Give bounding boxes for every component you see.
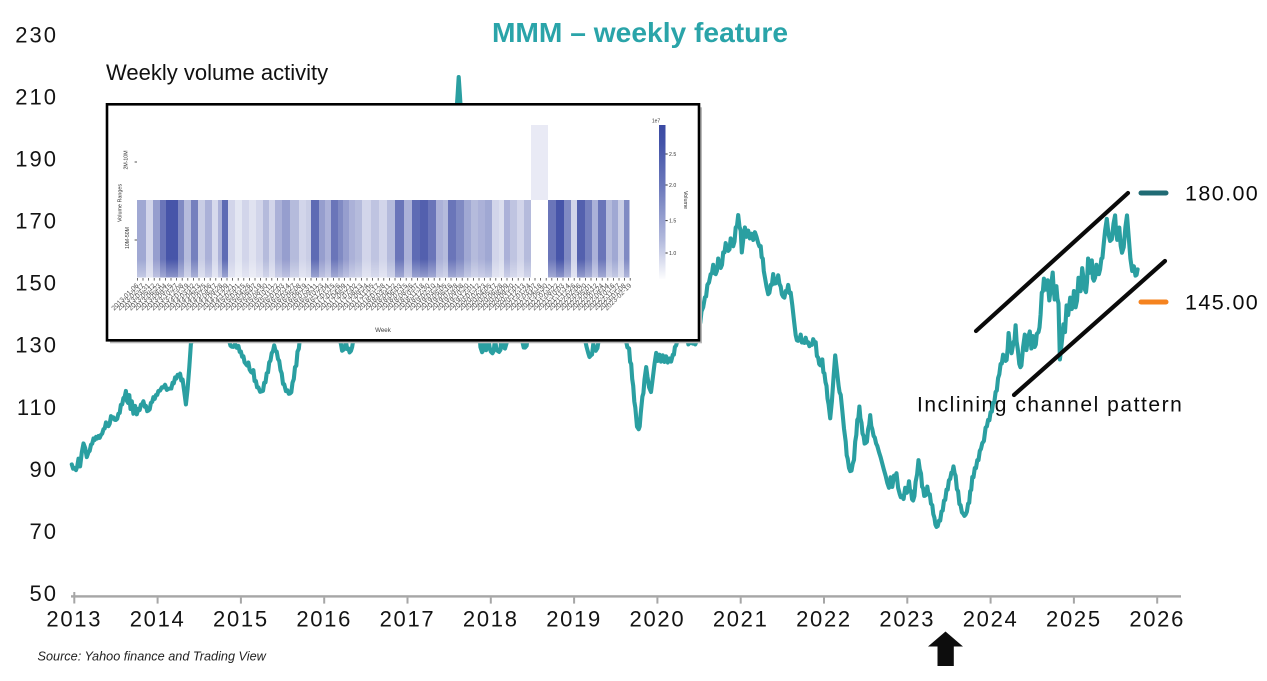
svg-text:2015: 2015 <box>213 606 269 631</box>
svg-text:50: 50 <box>30 581 58 606</box>
svg-text:190: 190 <box>15 147 58 172</box>
svg-text:145.00: 145.00 <box>1185 291 1259 315</box>
svg-text:2.5: 2.5 <box>669 152 676 158</box>
svg-text:Volume Ranges: Volume Ranges <box>118 184 124 222</box>
svg-text:2025: 2025 <box>1046 606 1102 631</box>
svg-text:170: 170 <box>15 209 58 234</box>
svg-text:130: 130 <box>15 333 58 358</box>
svg-text:2024: 2024 <box>963 606 1019 631</box>
svg-text:2013: 2013 <box>46 606 102 631</box>
svg-text:90: 90 <box>30 457 58 482</box>
svg-text:1e7: 1e7 <box>652 119 661 125</box>
svg-text:2014: 2014 <box>130 606 186 631</box>
svg-text:70: 70 <box>30 519 58 544</box>
svg-text:230: 230 <box>15 23 58 48</box>
svg-text:MMM – weekly feature: MMM – weekly feature <box>492 16 788 48</box>
svg-text:2.0: 2.0 <box>669 183 676 189</box>
svg-text:1.5: 1.5 <box>669 218 676 224</box>
svg-text:150: 150 <box>15 271 58 296</box>
svg-text:Source: Yahoo finance and Trad: Source: Yahoo finance and Trading View <box>38 650 267 664</box>
svg-text:2017: 2017 <box>380 606 436 631</box>
svg-text:2026: 2026 <box>1129 606 1185 631</box>
svg-text:2018: 2018 <box>463 606 519 631</box>
svg-text:Weekly volume activity: Weekly volume activity <box>106 60 328 85</box>
svg-text:10M-50M: 10M-50M <box>125 227 131 249</box>
svg-text:Week: Week <box>375 327 392 334</box>
svg-text:2021: 2021 <box>713 606 769 631</box>
svg-text:1.0: 1.0 <box>669 251 676 257</box>
svg-text:2019: 2019 <box>546 606 602 631</box>
svg-text:180.00: 180.00 <box>1185 182 1259 206</box>
svg-text:2020: 2020 <box>630 606 686 631</box>
svg-text:2M-10M: 2M-10M <box>124 150 130 169</box>
svg-text:2016: 2016 <box>296 606 352 631</box>
svg-text:110: 110 <box>17 395 58 420</box>
svg-text:2023: 2023 <box>879 606 935 631</box>
svg-text:Inclining channel pattern: Inclining channel pattern <box>917 394 1183 417</box>
svg-text:210: 210 <box>15 85 58 110</box>
svg-text:Volume: Volume <box>682 191 688 209</box>
svg-text:2022: 2022 <box>796 606 852 631</box>
